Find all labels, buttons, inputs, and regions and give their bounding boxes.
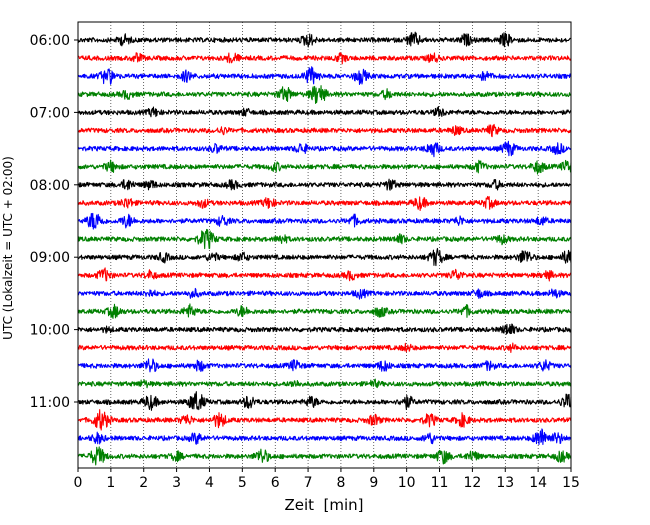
seismic-trace-0830	[77, 212, 572, 230]
seismic-trace-0700	[77, 105, 572, 118]
seismic-trace-0800	[77, 178, 572, 191]
seismic-traces	[77, 31, 572, 466]
x-tick-label: 11	[431, 475, 449, 491]
seismic-trace-1130	[77, 428, 572, 446]
y-tick-label: 07:00	[30, 105, 70, 121]
x-tick-label: 14	[529, 475, 547, 491]
plot-frame	[77, 21, 572, 469]
x-tick-label: 1	[106, 475, 115, 491]
seismic-trace-0845	[77, 228, 572, 250]
x-tick-label: 6	[271, 475, 280, 491]
y-tick-label: 09:00	[30, 250, 70, 266]
y-tick-label: 06:00	[30, 33, 70, 49]
seismic-trace-1045	[77, 378, 572, 389]
x-axis-ticks: 0 1 2 3 4 5 6 7 8 9 10 11 12 13 14 15	[74, 468, 580, 491]
y-axis-label: UTC (Lokalzeit = UTC + 02:00)	[1, 156, 15, 340]
seismic-trace-1030	[77, 358, 572, 373]
x-tick-label: 7	[304, 475, 313, 491]
seismic-trace-1000	[77, 323, 572, 335]
seismic-trace-1015	[77, 342, 572, 353]
seismic-trace-0930	[77, 287, 572, 300]
y-axis-ticks: 06:00 07:00 08:00 09:00 10:00 11:00	[30, 33, 78, 411]
x-tick-label: 15	[562, 475, 580, 491]
y-tick-label: 11:00	[30, 395, 70, 411]
x-tick-label: 13	[496, 475, 514, 491]
seismic-trace-0645	[77, 85, 572, 105]
seismic-trace-0815	[77, 195, 572, 212]
x-tick-label: 12	[463, 475, 481, 491]
seismic-trace-0615	[77, 52, 572, 65]
x-tick-label: 5	[238, 475, 247, 491]
seismic-trace-0915	[77, 267, 572, 282]
x-tick-label: 9	[369, 475, 378, 491]
seismic-trace-0945	[77, 303, 572, 319]
y-tick-label: 08:00	[30, 178, 70, 194]
x-tick-label: 8	[336, 475, 345, 491]
seismic-trace-1100	[77, 391, 572, 411]
x-tick-label: 3	[172, 475, 181, 491]
seismic-trace-0600	[77, 31, 572, 48]
y-tick-label: 10:00	[30, 323, 70, 339]
x-tick-label: 4	[205, 475, 214, 491]
x-tick-label: 2	[139, 475, 148, 491]
x-tick-label: 0	[74, 475, 83, 491]
seismic-trace-0715	[77, 123, 572, 138]
seismic-trace-1115	[77, 409, 572, 431]
seismic-trace-0745	[77, 159, 572, 175]
x-axis-label: Zeit [min]	[284, 496, 363, 514]
x-tick-label: 10	[398, 475, 416, 491]
seismic-trace-0900	[77, 247, 572, 267]
seismic-trace-1145	[77, 446, 572, 466]
seismic-trace-0730	[77, 140, 572, 158]
seismic-trace-0630	[77, 66, 572, 85]
